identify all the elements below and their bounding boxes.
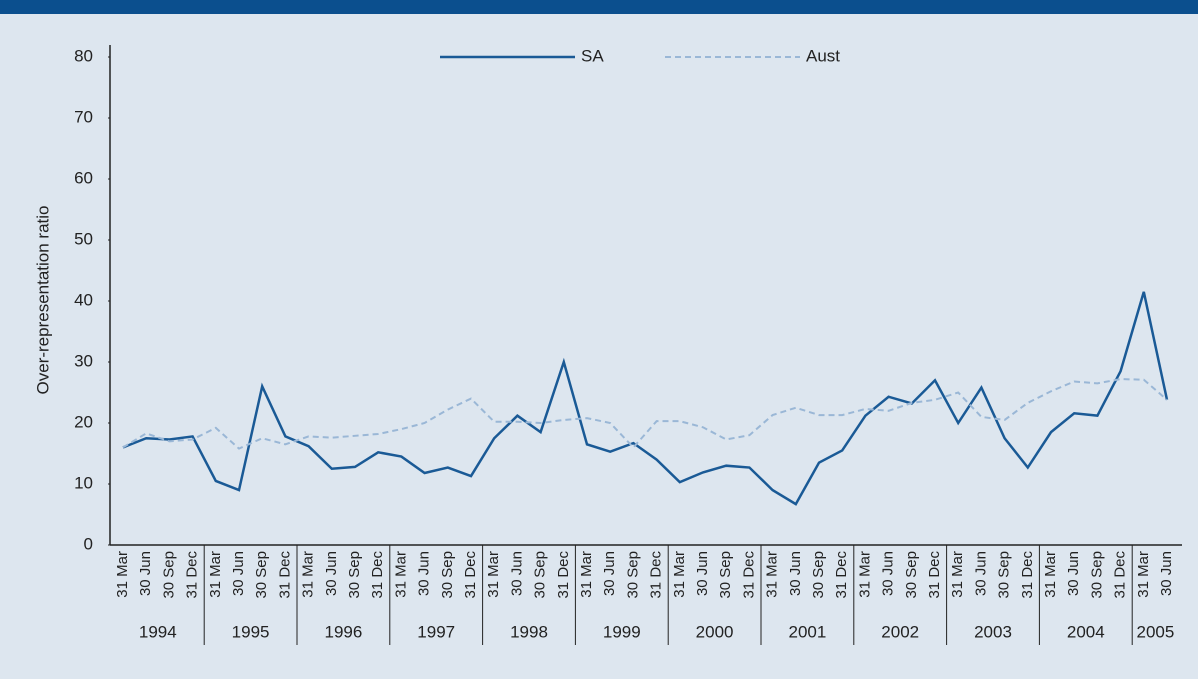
x-tick-label: 31 Dec xyxy=(184,551,201,599)
x-tick-label: 30 Sep xyxy=(439,551,456,599)
x-tick-label: 30 Sep xyxy=(160,551,177,599)
x-tick-label: 31 Mar xyxy=(207,551,224,598)
x-tick-label: 31 Dec xyxy=(740,551,757,599)
legend-label: SA xyxy=(581,46,604,65)
x-tick-label: 31 Mar xyxy=(485,551,502,598)
x-tick-label: 31 Mar xyxy=(114,551,131,598)
year-label: 2003 xyxy=(974,622,1012,641)
x-tick-label: 30 Jun xyxy=(230,551,247,596)
x-tick-label: 30 Jun xyxy=(972,551,989,596)
x-tick-label: 31 Dec xyxy=(1112,551,1129,599)
legend-label: Aust xyxy=(806,46,840,65)
y-tick-label: 10 xyxy=(74,473,93,492)
x-tick-label: 31 Mar xyxy=(949,551,966,598)
y-tick-label: 60 xyxy=(74,168,93,187)
year-label: 2004 xyxy=(1067,622,1105,641)
x-tick-label: 30 Sep xyxy=(810,551,827,599)
x-tick-label: 30 Jun xyxy=(137,551,154,596)
y-tick-label: 50 xyxy=(74,229,93,248)
y-tick-label: 30 xyxy=(74,351,93,370)
x-tick-label: 31 Mar xyxy=(856,551,873,598)
y-axis-label: Over-representation ratio xyxy=(33,206,52,395)
x-tick-label: 30 Jun xyxy=(694,551,711,596)
x-tick-label: 31 Mar xyxy=(578,551,595,598)
x-tick-label: 30 Jun xyxy=(416,551,433,596)
x-tick-label: 30 Sep xyxy=(624,551,641,599)
x-tick-label: 31 Dec xyxy=(833,551,850,599)
year-label: 1999 xyxy=(603,622,641,641)
x-tick-label: 30 Jun xyxy=(880,551,897,596)
x-tick-label: 31 Mar xyxy=(671,551,688,598)
x-tick-label: 30 Sep xyxy=(1088,551,1105,599)
x-tick-label: 31 Dec xyxy=(1019,551,1036,599)
y-tick-label: 0 xyxy=(84,534,93,553)
x-tick-label: 30 Sep xyxy=(346,551,363,599)
x-tick-label: 30 Sep xyxy=(903,551,920,599)
year-label: 1995 xyxy=(232,622,270,641)
year-label: 2000 xyxy=(696,622,734,641)
year-label: 1996 xyxy=(324,622,362,641)
x-tick-label: 31 Dec xyxy=(555,551,572,599)
x-tick-label: 30 Jun xyxy=(787,551,804,596)
x-tick-label: 31 Dec xyxy=(462,551,479,599)
x-tick-label: 30 Jun xyxy=(323,551,340,596)
x-tick-label: 31 Dec xyxy=(926,551,943,599)
year-label: 1997 xyxy=(417,622,455,641)
year-label: 1998 xyxy=(510,622,548,641)
x-tick-label: 31 Mar xyxy=(1042,551,1059,598)
x-tick-label: 30 Sep xyxy=(532,551,549,599)
year-label: 1994 xyxy=(139,622,177,641)
x-tick-label: 31 Mar xyxy=(392,551,409,598)
year-label: 2001 xyxy=(788,622,826,641)
x-tick-label: 31 Dec xyxy=(648,551,665,599)
x-tick-label: 31 Mar xyxy=(764,551,781,598)
x-tick-label: 30 Jun xyxy=(508,551,525,596)
year-label: 2002 xyxy=(881,622,919,641)
y-tick-label: 20 xyxy=(74,412,93,431)
x-tick-label: 31 Mar xyxy=(300,551,317,598)
x-tick-label: 30 Jun xyxy=(1065,551,1082,596)
header-bar xyxy=(0,0,1198,14)
x-tick-label: 31 Dec xyxy=(276,551,293,599)
x-tick-label: 30 Sep xyxy=(253,551,270,599)
y-tick-label: 70 xyxy=(74,107,93,126)
series-line xyxy=(122,378,1168,450)
y-tick-label: 80 xyxy=(74,46,93,65)
x-tick-label: 30 Sep xyxy=(717,551,734,599)
x-tick-label: 31 Dec xyxy=(369,551,386,599)
year-label: 2005 xyxy=(1136,622,1174,641)
y-tick-label: 40 xyxy=(74,290,93,309)
x-tick-label: 31 Mar xyxy=(1135,551,1152,598)
x-tick-label: 30 Jun xyxy=(601,551,618,596)
x-tick-label: 30 Sep xyxy=(996,551,1013,599)
x-tick-label: 30 Jun xyxy=(1158,551,1175,596)
